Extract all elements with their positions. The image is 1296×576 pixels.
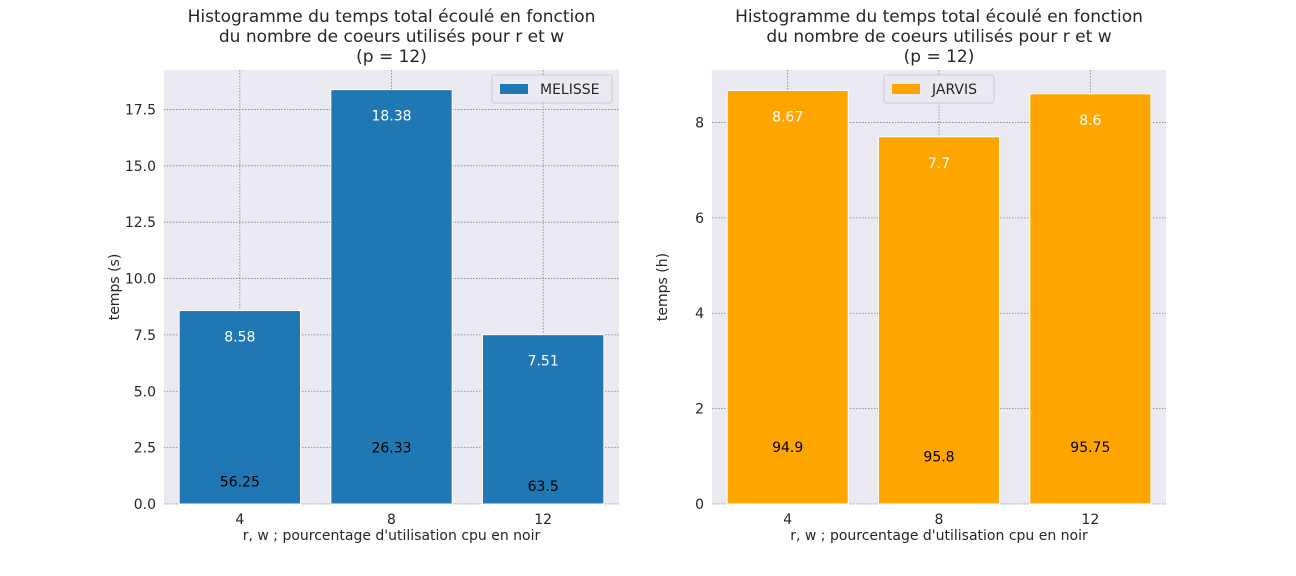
chart-jarvis: 8.67 7.7 8.6 94.9 95.8 95.75 0 2 4 6 8 4 8 12r, w ; p… (655, 7, 1166, 544)
legend: JARVIS (883, 74, 995, 104)
bar (330, 89, 453, 505)
bar (482, 334, 605, 505)
chart-title-line: (p = 12) (904, 47, 975, 67)
bar-value-label: 7.7 (928, 156, 950, 172)
x-tick-label: 4 (235, 512, 244, 528)
cpu-usage-label: 63.5 (528, 479, 559, 495)
legend-box (491, 74, 613, 104)
y-tick-label: 2 (695, 402, 704, 418)
cpu-usage-label: 94.9 (772, 440, 803, 456)
y-tick-label: 17.5 (125, 102, 156, 118)
chart-title-line: du nombre de coeurs utilisés pour r et w (219, 27, 564, 47)
bar-value-label: 8.58 (224, 330, 255, 346)
x-tick-label: 4 (783, 512, 792, 528)
y-tick-label: 5.0 (134, 384, 156, 400)
legend: MELISSE (491, 74, 613, 104)
cpu-usage-label: 26.33 (371, 441, 411, 457)
x-tick-label: 8 (387, 512, 396, 528)
chart-title-line: (p = 12) (356, 47, 427, 67)
y-tick-label: 15.0 (125, 159, 156, 175)
x-tick-label: 12 (1081, 512, 1099, 528)
legend-swatch (500, 84, 528, 94)
y-tick-label: 4 (695, 306, 704, 322)
legend-label: MELISSE (540, 82, 599, 98)
bar (178, 310, 302, 505)
y-axis-label: temps (h) (655, 253, 671, 321)
cpu-usage-label: 95.75 (1070, 440, 1110, 456)
x-axis-label: r, w ; pourcentage d'utilisation cpu en … (243, 528, 541, 544)
x-tick-label: 8 (935, 512, 944, 528)
bar-value-label: 18.38 (371, 109, 411, 125)
y-tick-label: 7.5 (134, 328, 156, 344)
y-tick-label: 2.5 (134, 441, 156, 457)
bar (726, 90, 849, 505)
y-tick-label: 8 (695, 115, 704, 131)
x-tick-label: 12 (534, 512, 552, 528)
y-axis-label: temps (s) (107, 254, 123, 321)
y-tick-label: 0 (695, 497, 704, 513)
bar (1029, 93, 1152, 505)
chart-title-line: du nombre de coeurs utilisés pour r et w (766, 27, 1111, 47)
chart-melisse: 8.58 18.38 7.51 56.25 26.33 63.5 0.0 2.5 5.0 7.5 1… (107, 7, 619, 544)
bar-value-label: 8.67 (772, 110, 803, 126)
x-axis-label: r, w ; pourcentage d'utilisation cpu en … (790, 528, 1088, 544)
bar-value-label: 8.6 (1079, 113, 1101, 129)
y-tick-label: 0.0 (134, 497, 156, 513)
cpu-usage-label: 56.25 (220, 474, 260, 490)
cpu-usage-label: 95.8 (923, 449, 954, 465)
legend-swatch (892, 84, 920, 94)
legend-label: JARVIS (931, 82, 977, 98)
y-tick-label: 6 (695, 211, 704, 227)
bar-value-label: 7.51 (528, 354, 559, 370)
y-tick-label: 10.0 (125, 272, 156, 288)
chart-title-line: Histogramme du temps total écoulé en fon… (735, 7, 1143, 27)
legend-box (883, 74, 995, 104)
y-tick-label: 12.5 (125, 215, 156, 231)
chart-title-line: Histogramme du temps total écoulé en fon… (188, 7, 596, 27)
bar (877, 136, 1001, 505)
